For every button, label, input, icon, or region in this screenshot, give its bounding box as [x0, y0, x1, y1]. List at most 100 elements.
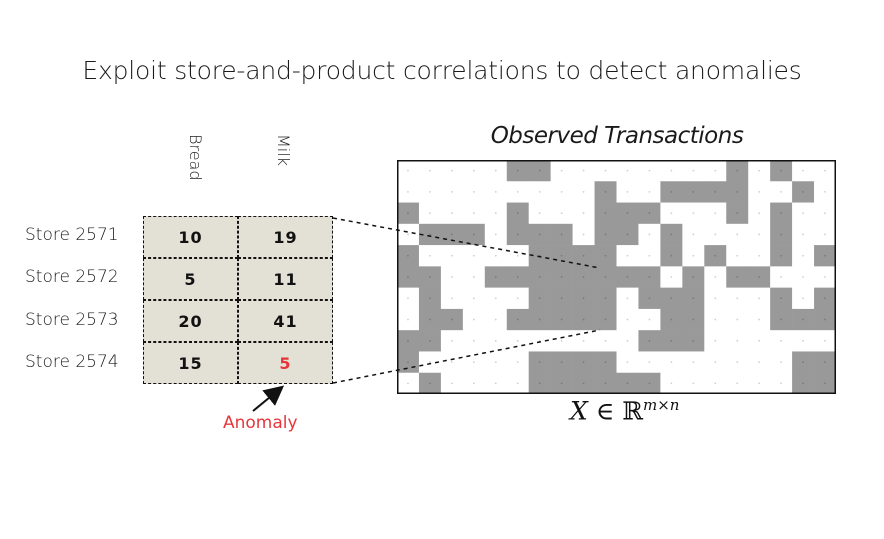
matrix-cell-mark: [648, 297, 651, 300]
matrix-cell-mark: [780, 254, 783, 257]
matrix-cell-mark: [824, 254, 826, 257]
matrix-cell-mark: [494, 297, 497, 300]
matrix-cell-mark: [450, 276, 453, 278]
matrix-cell-mark: [648, 212, 651, 215]
matrix-cell-mark: [604, 382, 607, 385]
matrix-cell-mark: [714, 191, 717, 193]
matrix-cell-mark: [780, 339, 783, 342]
column-header-bread: Bread: [186, 134, 205, 181]
matrix-cell-mark: [560, 297, 563, 300]
matrix-cell-mark: [780, 169, 783, 172]
matrix-cell-mark: [758, 191, 761, 193]
matrix-cell-mark: [648, 318, 651, 321]
matrix-cell-mark: [538, 382, 541, 385]
store-label: Store 2573: [25, 310, 119, 330]
matrix-cell-mark: [824, 297, 826, 300]
matrix-cell-mark: [626, 382, 629, 385]
matrix-cell-mark: [560, 339, 563, 342]
matrix-cell-mark: [516, 233, 519, 236]
matrix-cell-mark: [538, 339, 541, 342]
store-label: Store 2571: [25, 225, 119, 245]
matrix-cell-mark: [494, 254, 497, 257]
matrix-cell-mark: [472, 212, 475, 215]
matrix-cell-mark: [582, 276, 585, 278]
matrix-cell-mark: [758, 297, 761, 300]
matrix-cell-mark: [692, 297, 695, 300]
matrix-cell-mark: [450, 339, 453, 342]
matrix-cell-mark: [560, 169, 563, 172]
matrix-cell-mark: [802, 191, 804, 193]
matrix-cell-mark: [450, 297, 453, 300]
matrix-cell-mark: [670, 361, 673, 363]
matrix-cell-mark: [604, 169, 607, 172]
matrix-cell-mark: [758, 212, 761, 215]
matrix-cell-mark: [626, 254, 629, 257]
matrix-cell-mark: [582, 233, 585, 236]
matrix-cell-mark: [670, 212, 673, 215]
matrix-cell-mark: [429, 297, 431, 300]
matrix-cell-mark: [494, 212, 497, 215]
matrix-cell-mark: [604, 361, 607, 363]
matrix-cell-mark: [802, 169, 804, 172]
table-cell: 15: [143, 342, 238, 384]
matrix-cell-mark: [648, 339, 651, 342]
matrix-cell-mark: [516, 318, 519, 321]
matrix-cell-mark: [736, 191, 739, 193]
matrix-cell-mark: [758, 339, 761, 342]
matrix-cell-mark: [450, 233, 453, 236]
matrix-cell-mark: [407, 318, 409, 321]
matrix-cell-mark: [582, 212, 585, 215]
matrix-cell-mark: [604, 339, 607, 342]
matrix-cell-mark: [494, 382, 497, 385]
matrix-cell-mark: [516, 339, 519, 342]
matrix-cell-mark: [582, 361, 585, 363]
matrix-cell-mark: [670, 191, 673, 193]
matrix-cell-mark: [407, 361, 409, 363]
matrix-cell-mark: [670, 297, 673, 300]
matrix-cell-mark: [780, 191, 783, 193]
matrix-cell-mark: [648, 254, 651, 257]
matrix-cell-mark: [538, 191, 541, 193]
matrix-cell-mark: [472, 276, 475, 278]
matrix-cell-mark: [824, 361, 826, 363]
matrix-cell-mark: [758, 276, 761, 278]
matrix-cell-mark: [604, 254, 607, 257]
matrix-cell-mark: [714, 276, 717, 278]
matrix-cell-mark: [560, 233, 563, 236]
matrix-cell-mark: [450, 318, 453, 321]
matrix-cell-mark: [472, 254, 475, 257]
matrix-cell-mark: [538, 361, 541, 363]
matrix-cell-mark: [626, 233, 629, 236]
matrix-cell-mark: [429, 191, 431, 193]
matrix-cell-mark: [648, 276, 651, 278]
matrix-cell-mark: [407, 191, 409, 193]
matrix-cell-mark: [736, 276, 739, 278]
matrix-cell-mark: [604, 233, 607, 236]
matrix-cell-mark: [450, 382, 453, 385]
matrix-cell-mark: [736, 233, 739, 236]
observed-transactions-title: Observed Transactions: [490, 123, 744, 149]
matrix-cell-mark: [516, 382, 519, 385]
matrix-cell-mark: [407, 169, 409, 172]
matrix-cell-mark: [516, 191, 519, 193]
matrix-cell-mark: [714, 339, 717, 342]
matrix-cell-mark: [824, 191, 826, 193]
matrix-cell-mark: [582, 339, 585, 342]
matrix-cell-mark: [516, 169, 519, 172]
matrix-cell-mark: [802, 339, 804, 342]
matrix-cell-mark: [494, 339, 497, 342]
matrix-cell-mark: [494, 169, 497, 172]
matrix-cell-mark: [429, 339, 431, 342]
matrix-cell-mark: [450, 212, 453, 215]
matrix-cell-mark: [802, 276, 804, 278]
matrix-cell-mark: [648, 169, 651, 172]
matrix-cell-mark: [692, 191, 695, 193]
matrix-dimension: m×n: [643, 396, 680, 414]
matrix-cell-mark: [538, 276, 541, 278]
matrix-cell-mark: [780, 297, 783, 300]
matrix-cell-mark: [758, 169, 761, 172]
matrix-cell-mark: [582, 191, 585, 193]
matrix-cell-mark: [582, 382, 585, 385]
matrix-cell-mark: [538, 169, 541, 172]
matrix-cell-mark: [692, 318, 695, 321]
